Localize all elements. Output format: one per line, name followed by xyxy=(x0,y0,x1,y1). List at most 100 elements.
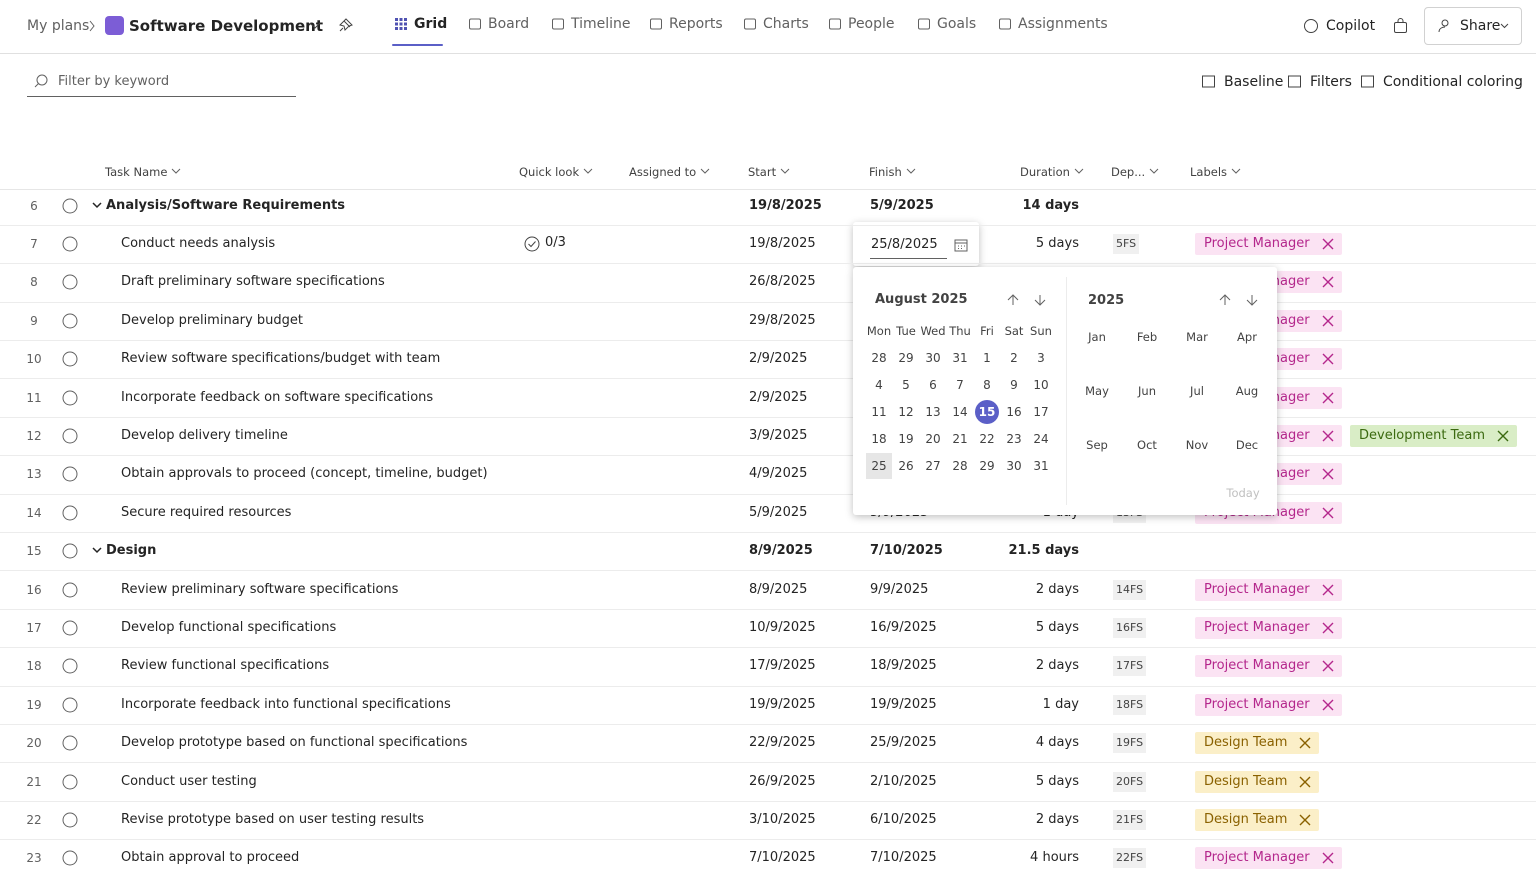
start-date[interactable]: 7/10/2025 xyxy=(749,850,816,866)
remove-label[interactable] xyxy=(1299,737,1311,749)
column-header[interactable]: Dep... xyxy=(1111,165,1146,179)
remove-label[interactable] xyxy=(1322,238,1334,250)
day[interactable]: 17 xyxy=(1033,405,1049,419)
complete-toggle[interactable] xyxy=(62,697,78,713)
label-tag[interactable]: Project Manager xyxy=(1195,693,1342,716)
bag-icon[interactable] xyxy=(1393,18,1408,34)
nav-tab[interactable]: Goals xyxy=(937,16,977,32)
start-date[interactable]: 17/9/2025 xyxy=(749,658,816,674)
day[interactable]: 20 xyxy=(925,432,941,446)
pin-icon[interactable] xyxy=(339,18,353,32)
complete-toggle[interactable] xyxy=(62,236,78,252)
duration[interactable]: 1 day xyxy=(1042,696,1079,712)
finish-date[interactable]: 18/9/2025 xyxy=(870,658,937,674)
group-name[interactable]: Analysis/Software Requirements xyxy=(106,197,346,213)
day[interactable]: 25 xyxy=(871,459,887,473)
finish-date[interactable]: 16/9/2025 xyxy=(870,619,937,635)
finish-date[interactable]: 19/9/2025 xyxy=(870,696,937,712)
day[interactable]: 9 xyxy=(1010,378,1018,392)
start-date[interactable]: 8/9/2025 xyxy=(749,581,808,597)
finish-date[interactable]: 9/9/2025 xyxy=(870,581,929,597)
day[interactable]: 10 xyxy=(1033,378,1049,392)
task-name[interactable]: Conduct needs analysis xyxy=(121,235,276,251)
task-name[interactable]: Revise prototype based on user testing r… xyxy=(121,811,425,827)
day[interactable]: 4 xyxy=(875,378,883,392)
remove-label[interactable] xyxy=(1322,392,1334,404)
column-header[interactable]: Task Name xyxy=(105,165,168,179)
finish-date[interactable]: 6/10/2025 xyxy=(870,811,937,827)
start-date[interactable]: 10/9/2025 xyxy=(749,619,816,635)
remove-label[interactable] xyxy=(1497,430,1509,442)
day[interactable]: 28 xyxy=(871,351,887,365)
day[interactable]: 30 xyxy=(1006,459,1022,473)
finish-date[interactable]: 2/10/2025 xyxy=(870,773,937,789)
task-name[interactable]: Develop functional specifications xyxy=(121,619,337,635)
day[interactable]: 12 xyxy=(898,405,914,419)
column-header[interactable]: Quick look xyxy=(519,165,580,179)
complete-toggle[interactable] xyxy=(62,543,78,559)
day[interactable]: 14 xyxy=(952,405,968,419)
nav-tab[interactable]: Timeline xyxy=(571,16,631,32)
collapse-chevron[interactable] xyxy=(92,201,102,209)
start-date[interactable]: 19/8/2025 xyxy=(749,197,822,213)
dependency[interactable]: 14FS xyxy=(1113,579,1147,600)
duration[interactable]: 21.5 days xyxy=(1008,543,1080,559)
finish-date[interactable]: 5/9/2025 xyxy=(870,197,934,213)
duration[interactable]: 4 days xyxy=(1035,735,1079,751)
remove-label[interactable] xyxy=(1322,622,1334,634)
column-header[interactable]: Labels xyxy=(1190,165,1228,179)
today-link[interactable]: Today xyxy=(1226,486,1260,500)
sort-chevron[interactable] xyxy=(171,168,181,175)
complete-toggle[interactable] xyxy=(62,774,78,789)
dependency[interactable]: 16FS xyxy=(1113,617,1147,638)
nav-up[interactable] xyxy=(1219,294,1231,306)
nav-tab[interactable]: Board xyxy=(488,16,530,32)
start-date[interactable]: 26/8/2025 xyxy=(749,274,816,290)
complete-toggle[interactable] xyxy=(62,850,78,866)
remove-label[interactable] xyxy=(1322,430,1334,442)
month[interactable]: Apr xyxy=(1237,330,1257,344)
nav-tab[interactable]: Charts xyxy=(763,16,809,32)
start-date[interactable]: 22/9/2025 xyxy=(749,735,816,751)
complete-toggle[interactable] xyxy=(62,505,78,521)
nav-tab[interactable]: Grid xyxy=(414,16,448,32)
finish-date[interactable]: 7/10/2025 xyxy=(870,543,943,559)
month[interactable]: Jan xyxy=(1088,330,1106,344)
nav-tab[interactable]: Assignments xyxy=(1018,16,1108,32)
label-tag[interactable]: Development Team xyxy=(1350,424,1518,447)
start-date[interactable]: 5/9/2025 xyxy=(749,504,808,520)
month[interactable]: Jun xyxy=(1138,384,1156,398)
day[interactable]: 29 xyxy=(898,351,914,365)
day[interactable]: 16 xyxy=(1006,405,1022,419)
task-name[interactable]: Draft preliminary software specification… xyxy=(121,274,385,290)
day[interactable]: 1 xyxy=(983,351,991,365)
share-button[interactable] xyxy=(1424,7,1522,45)
remove-label[interactable] xyxy=(1322,507,1334,519)
day[interactable]: 24 xyxy=(1033,432,1049,446)
remove-label[interactable] xyxy=(1322,315,1334,327)
plan-title[interactable]: Software Development xyxy=(129,17,323,35)
day[interactable]: 2 xyxy=(1010,351,1018,365)
finish-date[interactable]: 25/9/2025 xyxy=(870,735,937,751)
sort-chevron[interactable] xyxy=(780,168,790,175)
start-date[interactable]: 3/9/2025 xyxy=(749,427,808,443)
remove-label[interactable] xyxy=(1322,660,1334,672)
day[interactable]: 23 xyxy=(1006,432,1022,446)
label-tag[interactable]: Design Team xyxy=(1195,770,1320,793)
label-tag[interactable]: Project Manager xyxy=(1195,655,1342,678)
complete-toggle[interactable] xyxy=(62,198,78,213)
day[interactable]: 6 xyxy=(929,378,937,392)
day[interactable]: 22 xyxy=(979,432,995,446)
complete-toggle[interactable] xyxy=(62,658,78,674)
group-name[interactable]: Design xyxy=(106,543,157,559)
toolbar-button[interactable]: Baseline xyxy=(1224,74,1284,90)
complete-toggle[interactable] xyxy=(62,390,78,405)
remove-label[interactable] xyxy=(1322,584,1334,596)
task-name[interactable]: Review preliminary software specificatio… xyxy=(121,581,399,597)
day[interactable]: 5 xyxy=(902,378,910,392)
duration[interactable]: 5 days xyxy=(1035,235,1079,251)
task-name[interactable]: Develop delivery timeline xyxy=(121,427,288,443)
sort-chevron[interactable] xyxy=(1074,168,1084,175)
task-name[interactable]: Obtain approvals to proceed (concept, ti… xyxy=(121,466,488,482)
column-header[interactable]: Start xyxy=(748,165,777,179)
